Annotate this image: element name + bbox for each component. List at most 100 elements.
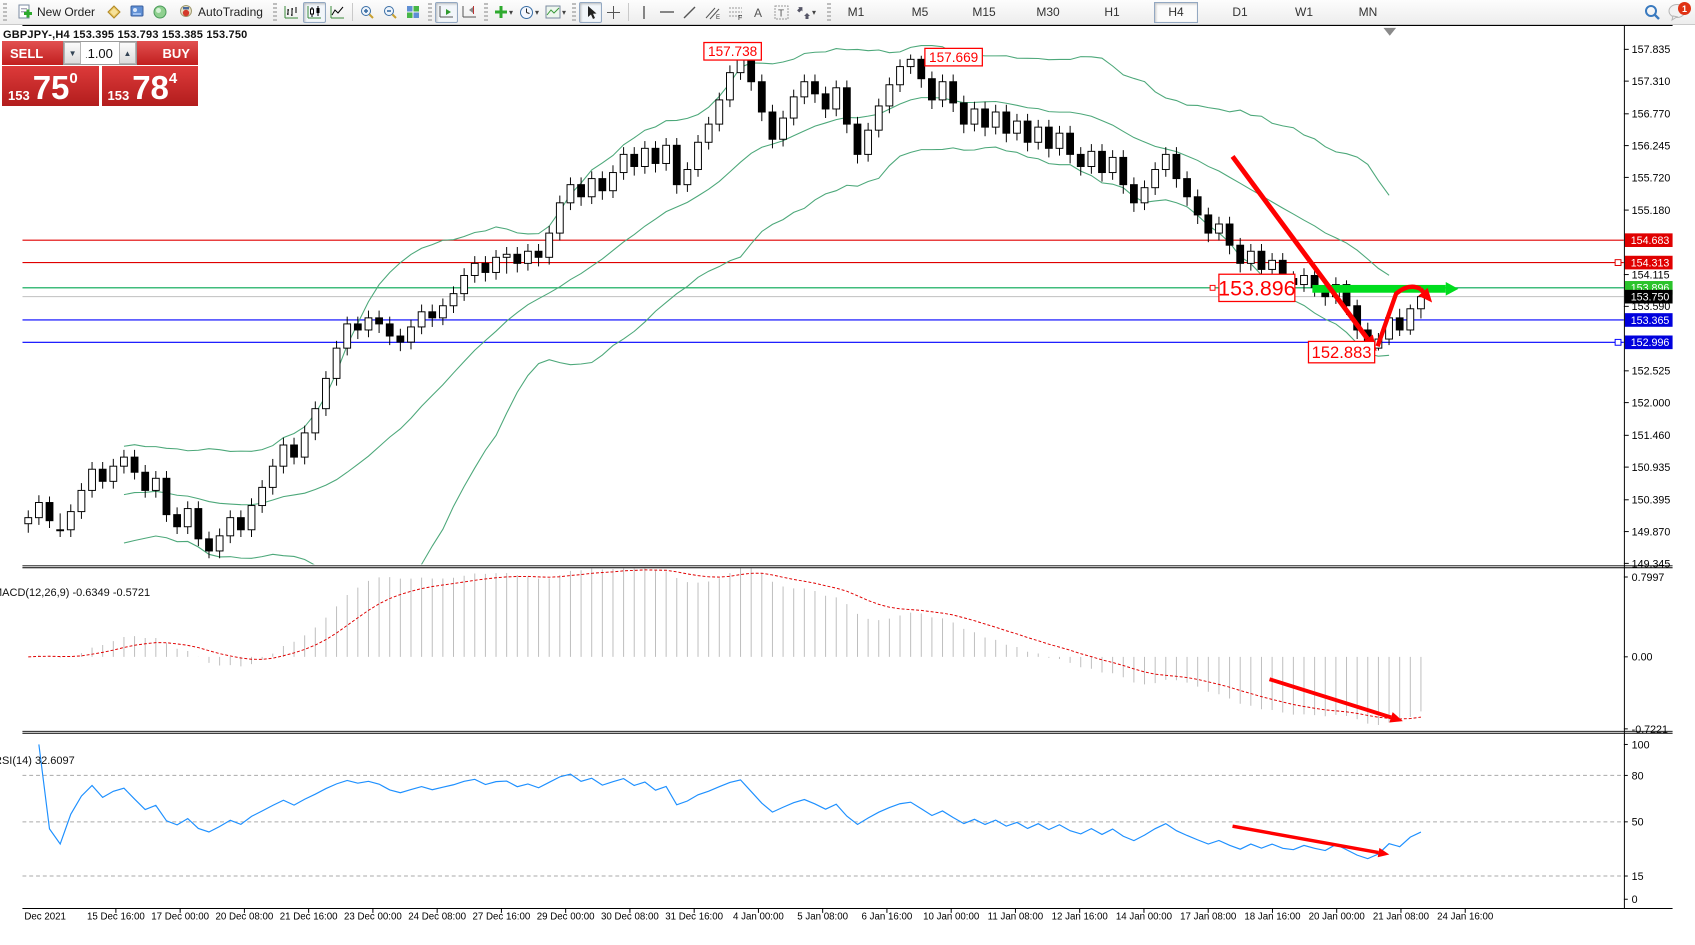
chart-canvas[interactable]: 157.738 157.669 153.896 152.883 157.835 157.3… bbox=[0, 25, 1695, 945]
signals-button[interactable] bbox=[148, 2, 171, 23]
candle-body bbox=[481, 262, 490, 273]
price-badge bbox=[1624, 255, 1673, 270]
volume-increase-button[interactable]: ▲ bbox=[118, 42, 136, 64]
auto-scroll-icon bbox=[439, 6, 453, 18]
text-label-tool-button[interactable]: T bbox=[770, 2, 793, 23]
toolbar-grip[interactable] bbox=[3, 3, 7, 21]
trendline-tool-button[interactable] bbox=[678, 2, 701, 23]
price-tick-label: 155.720 bbox=[1632, 172, 1671, 184]
crosshair-tool-button[interactable] bbox=[602, 2, 625, 23]
price-annotation-box[interactable] bbox=[924, 47, 983, 67]
price-annotation-box[interactable] bbox=[1307, 340, 1376, 364]
candle-body bbox=[364, 317, 373, 331]
toolbar-grip[interactable] bbox=[272, 3, 277, 21]
toolbar-grip[interactable] bbox=[483, 3, 488, 21]
candle-body bbox=[1151, 169, 1160, 189]
sell-button[interactable]: SELL bbox=[2, 41, 64, 65]
date-label: 18 Jan 16:00 bbox=[1244, 912, 1301, 923]
candle-body bbox=[332, 347, 341, 379]
candle-body bbox=[587, 178, 596, 198]
volume-decrease-button[interactable]: ▼ bbox=[64, 42, 82, 64]
candle-body bbox=[534, 250, 543, 258]
zoom-in-icon bbox=[361, 6, 375, 19]
price-annotation-box[interactable] bbox=[703, 41, 762, 61]
candle-body bbox=[757, 81, 766, 113]
tf-button-d1[interactable]: D1 bbox=[1232, 5, 1248, 19]
auto-scroll-button[interactable] bbox=[434, 1, 458, 23]
tf-button-m5[interactable]: M5 bbox=[911, 5, 929, 19]
chart-shift-button[interactable] bbox=[458, 2, 481, 23]
tf-button-mn[interactable]: MN bbox=[1358, 5, 1378, 19]
zoom-in-button[interactable] bbox=[356, 2, 379, 23]
new-order-button[interactable]: New Order bbox=[10, 2, 102, 23]
green-measure-bar[interactable] bbox=[1312, 284, 1446, 293]
mql5-button[interactable] bbox=[102, 2, 125, 23]
vertical-line-tool-button[interactable] bbox=[632, 2, 655, 23]
downtrend-arrow[interactable] bbox=[1230, 154, 1370, 341]
price-pane[interactable]: 157.738 157.669 153.896 152.883 bbox=[22, 41, 1624, 611]
metaeditor-button[interactable] bbox=[125, 2, 148, 23]
periods-button[interactable]: ▾ bbox=[516, 2, 542, 23]
tile-windows-button[interactable] bbox=[402, 2, 425, 23]
macd-trend-arrow[interactable] bbox=[1268, 677, 1392, 720]
arrows-tool-button[interactable]: ▾ bbox=[793, 2, 819, 23]
sell-price-display[interactable]: 153 75 0 bbox=[2, 66, 99, 106]
clock-icon bbox=[519, 5, 533, 19]
horizontal-line-tool-button[interactable] bbox=[655, 2, 678, 23]
cursor-tool-button[interactable] bbox=[579, 1, 602, 23]
level-handle[interactable] bbox=[1614, 259, 1622, 266]
candlestick-chart-button[interactable] bbox=[302, 1, 326, 23]
tf-button-w1[interactable]: W1 bbox=[1295, 5, 1314, 19]
toolbar-grip[interactable] bbox=[827, 3, 832, 21]
tile-windows-icon bbox=[407, 6, 420, 18]
toolbar-grip[interactable] bbox=[572, 3, 576, 21]
tf-button-m30[interactable]: M30 bbox=[1036, 5, 1060, 19]
candle-body bbox=[98, 468, 107, 482]
buy-button[interactable]: BUY bbox=[136, 41, 198, 65]
candle-body bbox=[524, 250, 532, 264]
toolbar-grip[interactable] bbox=[427, 3, 432, 21]
candle-body bbox=[34, 502, 43, 519]
buy-price-display[interactable]: 153 78 4 bbox=[101, 66, 198, 106]
templates-button[interactable]: ▾ bbox=[542, 2, 569, 23]
annotation-handle[interactable] bbox=[1209, 284, 1216, 291]
level-handle[interactable] bbox=[1614, 338, 1622, 346]
buy-price-big: 78 bbox=[132, 69, 169, 106]
chart-shift-marker[interactable] bbox=[1383, 27, 1397, 36]
volume-input[interactable]: 1.00 bbox=[87, 45, 113, 61]
macd-pane[interactable] bbox=[28, 567, 1422, 725]
rsi-pane[interactable] bbox=[22, 744, 1624, 877]
candle-body bbox=[258, 486, 267, 507]
price-tick-label: 154.115 bbox=[1632, 269, 1670, 281]
autotrading-button[interactable]: AutoTrading bbox=[171, 2, 270, 23]
text-tool-button[interactable]: A bbox=[747, 2, 770, 23]
date-label: 11 Jan 08:00 bbox=[988, 912, 1044, 923]
channel-tool-button[interactable]: E bbox=[701, 2, 724, 23]
notifications-button[interactable]: 1 bbox=[1667, 2, 1691, 22]
tf-button-h1[interactable]: H1 bbox=[1104, 5, 1120, 19]
cursor-icon bbox=[587, 5, 596, 19]
tf-button-h4[interactable]: H4 bbox=[1154, 1, 1199, 23]
bounce-arrow[interactable] bbox=[1375, 284, 1422, 347]
autotrading-label: AutoTrading bbox=[198, 5, 263, 19]
candle-body bbox=[130, 456, 139, 473]
tf-button-m15[interactable]: M15 bbox=[972, 5, 996, 19]
search-icon[interactable] bbox=[1643, 3, 1661, 21]
rsi-scale-label: 80 bbox=[1632, 770, 1644, 782]
price-annotation-box[interactable] bbox=[1218, 273, 1296, 303]
indicators-button[interactable]: ▾ bbox=[491, 2, 516, 23]
line-chart-button[interactable] bbox=[326, 2, 349, 23]
fibonacci-tool-button[interactable]: F bbox=[724, 2, 747, 23]
buy-price-small: 153 bbox=[107, 88, 130, 103]
tf-button-m1[interactable]: M1 bbox=[847, 5, 865, 19]
zoom-out-button[interactable] bbox=[379, 2, 402, 23]
rsi-trend-arrow[interactable] bbox=[1232, 824, 1379, 855]
bounce-arrow[interactable] bbox=[1418, 287, 1425, 294]
candle-body bbox=[1417, 296, 1425, 310]
chart-window[interactable]: 157.738 157.669 153.896 152.883 157.835 157.3… bbox=[0, 25, 1695, 945]
candle-body bbox=[991, 111, 1000, 128]
candle-body bbox=[874, 105, 883, 131]
price-axis[interactable]: 157.835 157.310 156.770 156.245 155.720 155.1… bbox=[1614, 44, 1673, 906]
date-label: 20 Dec 08:00 bbox=[215, 912, 273, 923]
bar-chart-button[interactable] bbox=[280, 2, 303, 23]
